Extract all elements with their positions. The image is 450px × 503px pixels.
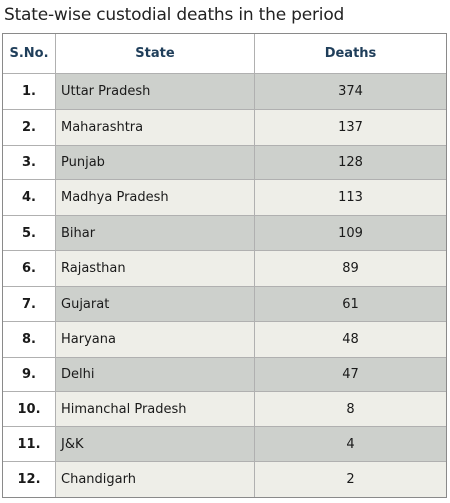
header-deaths: Deaths xyxy=(324,46,377,61)
row-state: Madhya Pradesh xyxy=(56,180,255,215)
row-deaths: 4 xyxy=(255,427,446,461)
row-deaths: 47 xyxy=(255,358,446,391)
row-state: J&K xyxy=(56,427,255,461)
row-deaths: 137 xyxy=(255,110,446,145)
row-sno: 4. xyxy=(3,180,56,215)
row-sno: 12. xyxy=(3,462,56,497)
row-deaths: 2 xyxy=(255,462,446,497)
table-row: 11. J&K 4 xyxy=(3,427,446,462)
row-sno: 6. xyxy=(3,251,56,286)
row-state: Rajasthan xyxy=(56,251,255,286)
row-deaths: 109 xyxy=(255,216,446,250)
row-state: Chandigarh xyxy=(56,462,255,497)
table-body: 1. Uttar Pradesh 374 2. Maharashtra 137 3. Punj… xyxy=(3,74,446,497)
row-state: Uttar Pradesh xyxy=(56,74,255,109)
row-state: Delhi xyxy=(56,358,255,391)
row-state: Himanchal Pradesh xyxy=(56,392,255,426)
table-row: 2. Maharashtra 137 xyxy=(3,110,446,146)
table-row: 5. Bihar 109 xyxy=(3,216,446,251)
row-deaths: 8 xyxy=(255,392,446,426)
header-state: State xyxy=(56,34,255,73)
row-sno: 7. xyxy=(3,287,56,321)
page-title: State-wise custodial deaths in the perio… xyxy=(4,5,345,25)
row-state: Punjab xyxy=(56,146,255,179)
row-deaths: 113 xyxy=(255,180,446,215)
row-state: Gujarat xyxy=(56,287,255,321)
row-deaths: 48 xyxy=(255,322,446,357)
row-state: Haryana xyxy=(56,322,255,357)
row-sno: 5. xyxy=(3,216,56,250)
row-state: Maharashtra xyxy=(56,110,255,145)
table-row: 8. Haryana 48 xyxy=(3,322,446,358)
header-sno: S.No. xyxy=(3,34,56,73)
table-row: 3. Punjab 128 xyxy=(3,146,446,180)
row-deaths: 61 xyxy=(255,287,446,321)
row-sno: 10. xyxy=(3,392,56,426)
row-sno: 3. xyxy=(3,146,56,179)
row-sno: 8. xyxy=(3,322,56,357)
table-row: 6. Rajasthan 89 xyxy=(3,251,446,287)
row-sno: 9. xyxy=(3,358,56,391)
table-row: 1. Uttar Pradesh 374 xyxy=(3,74,446,110)
row-sno: 1. xyxy=(3,74,56,109)
row-sno: 2. xyxy=(3,110,56,145)
table-row: 10. Himanchal Pradesh 8 xyxy=(3,392,446,427)
row-deaths: 128 xyxy=(255,146,446,179)
row-sno: 11. xyxy=(3,427,56,461)
table-header-row: S.No. State Deaths xyxy=(3,34,446,74)
row-state: Bihar xyxy=(56,216,255,250)
table-row: 4. Madhya Pradesh 113 xyxy=(3,180,446,216)
row-deaths: 89 xyxy=(255,251,446,286)
table-row: 9. Delhi 47 xyxy=(3,358,446,392)
row-deaths: 374 xyxy=(255,74,446,109)
table-row: 12. Chandigarh 2 xyxy=(3,462,446,497)
table-row: 7. Gujarat 61 xyxy=(3,287,446,322)
custodial-deaths-table: S.No. State Deaths 1. Uttar Pradesh 374 2. M… xyxy=(2,33,447,498)
